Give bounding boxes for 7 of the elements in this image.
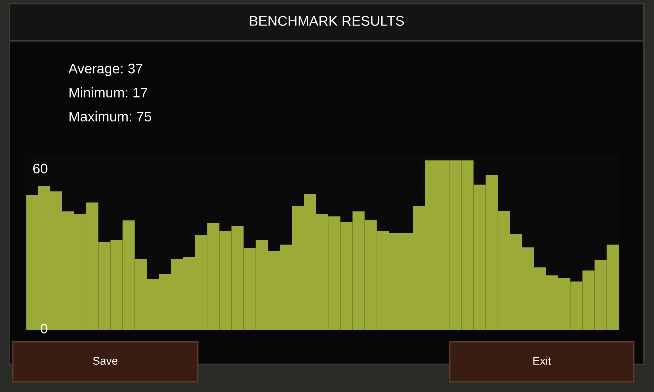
text: Exit (534, 356, 552, 365)
y-tick-label: 60 (33, 164, 48, 174)
text: Maximum: 75 (70, 112, 152, 122)
text: Minimum: 17 (70, 88, 148, 98)
text: Average: 37 (68, 64, 143, 76)
text: Save (93, 357, 118, 365)
chart-title: BENCHMARK RESULTS (250, 16, 404, 26)
